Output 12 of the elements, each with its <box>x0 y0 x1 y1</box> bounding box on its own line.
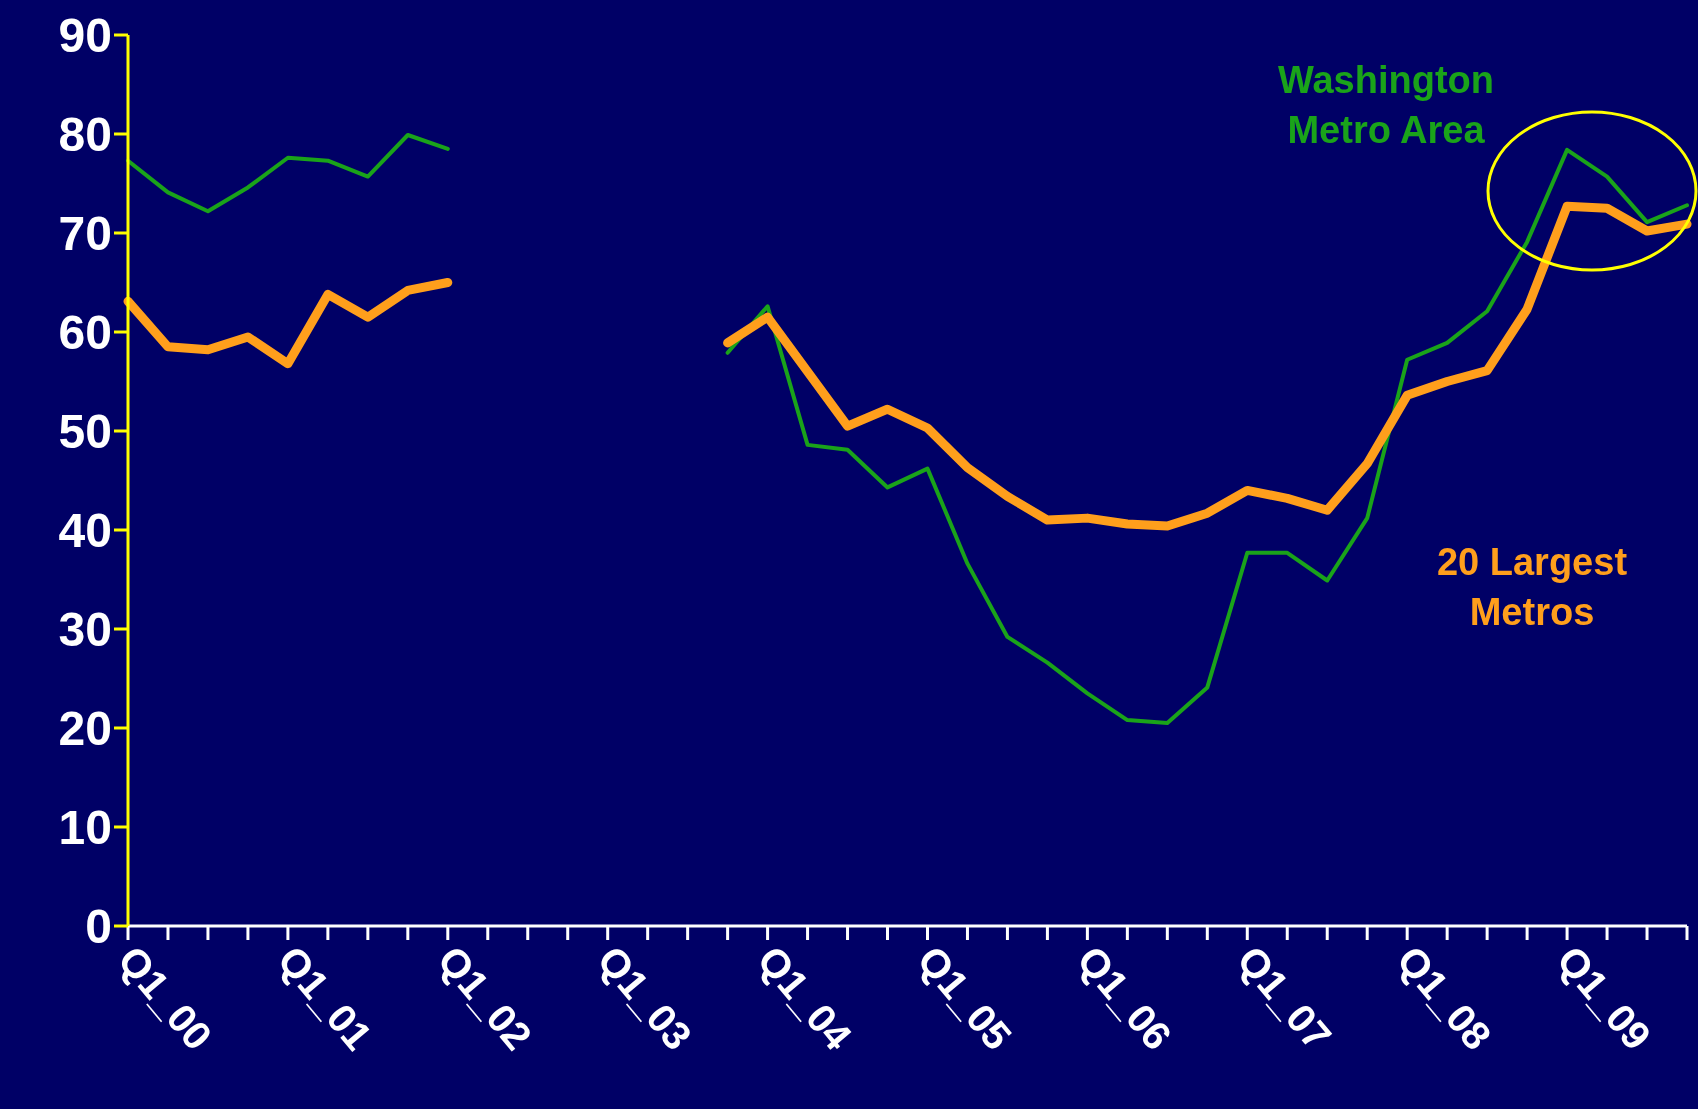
y-tick-label: 60 <box>58 306 112 360</box>
y-tick-label: 30 <box>58 603 112 657</box>
text: 20 Largest Metros <box>1435 540 1629 635</box>
y-tick-label: 0 <box>85 900 112 954</box>
series-label: Washington Metro Area <box>1277 58 1495 153</box>
y-tick-label: 40 <box>58 504 112 558</box>
y-tick-label: 10 <box>58 801 112 855</box>
y-tick-label: 80 <box>58 108 112 162</box>
y-tick-label: 70 <box>58 207 112 261</box>
y-tick-label: 90 <box>58 9 112 63</box>
y-tick-label: 50 <box>58 405 112 459</box>
y-tick-label: 20 <box>58 702 112 756</box>
